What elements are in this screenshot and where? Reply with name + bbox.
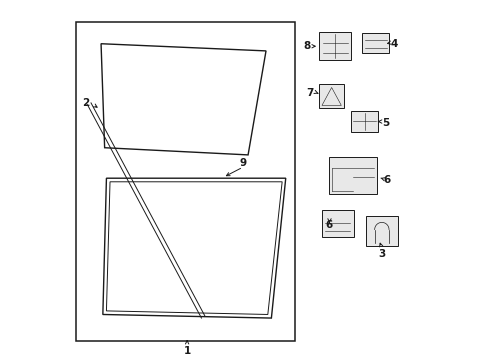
Text: 8: 8 bbox=[303, 41, 310, 51]
FancyBboxPatch shape bbox=[351, 111, 378, 132]
Text: 9: 9 bbox=[239, 158, 246, 168]
FancyBboxPatch shape bbox=[321, 211, 353, 237]
Text: 4: 4 bbox=[390, 39, 397, 49]
Text: 7: 7 bbox=[306, 88, 313, 98]
Text: 2: 2 bbox=[82, 98, 89, 108]
Text: 1: 1 bbox=[183, 346, 190, 356]
FancyBboxPatch shape bbox=[362, 33, 388, 53]
FancyBboxPatch shape bbox=[328, 157, 376, 194]
Text: 6: 6 bbox=[325, 220, 332, 230]
FancyBboxPatch shape bbox=[319, 84, 344, 108]
Text: 6: 6 bbox=[383, 175, 390, 185]
Text: 5: 5 bbox=[381, 118, 388, 128]
Text: 3: 3 bbox=[377, 248, 385, 258]
FancyBboxPatch shape bbox=[365, 216, 397, 246]
FancyBboxPatch shape bbox=[319, 32, 351, 60]
